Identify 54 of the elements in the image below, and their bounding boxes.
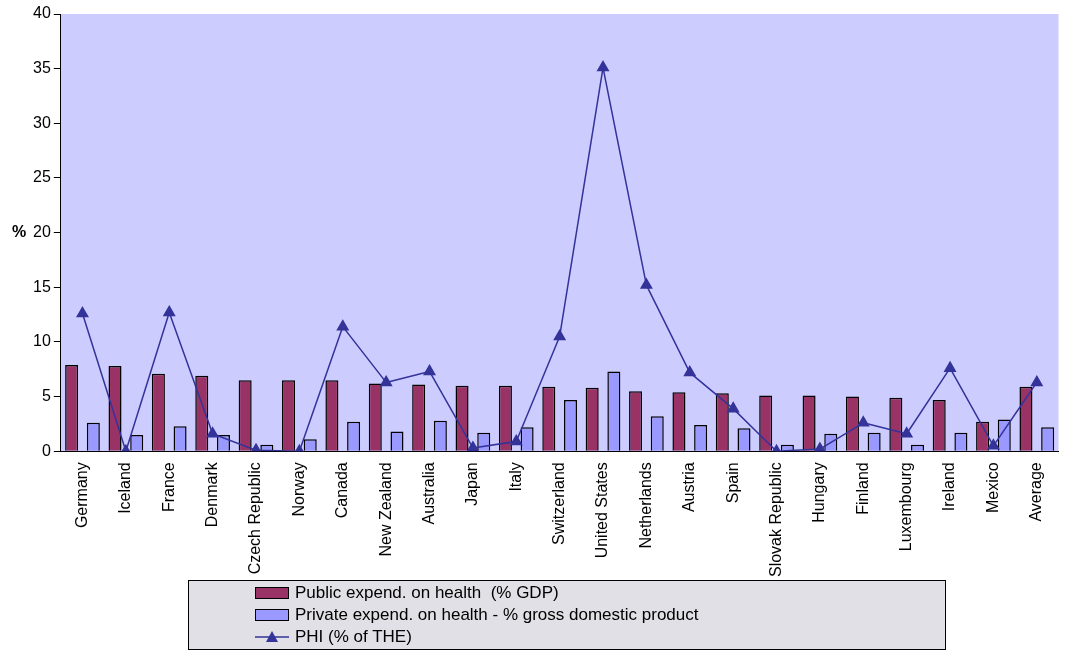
point: [900, 427, 913, 438]
y-tick-label: 0: [41, 441, 51, 459]
y-tick-label: 40: [33, 4, 51, 22]
x-tick-label: Iceland: [116, 462, 134, 514]
y-tick-label: 15: [33, 277, 51, 295]
point: [380, 375, 393, 387]
x-tick-label: Canada: [333, 462, 351, 519]
x-tick-label: Japan: [463, 462, 481, 506]
point: [640, 278, 653, 289]
x-tick-label: Slovak Republic: [766, 462, 784, 578]
x-tick-label: Czech Republic: [246, 462, 264, 575]
point: [336, 319, 349, 331]
y-tick-label: 35: [33, 59, 51, 77]
point: [423, 364, 436, 376]
x-tick-label: Germany: [72, 462, 90, 529]
point: [553, 329, 566, 341]
point: [510, 434, 523, 446]
x-tick-label: France: [159, 462, 177, 513]
y-tick-label: 25: [33, 168, 51, 186]
x-tick-label: Italy: [506, 462, 524, 492]
point: [206, 427, 219, 438]
x-tick-label: Denmark: [203, 461, 221, 528]
x-tick-label: Ireland: [940, 462, 958, 512]
legend-label: PHI (% of THE): [295, 627, 412, 647]
point: [76, 306, 89, 318]
x-tick-label: Spain: [723, 462, 741, 504]
point: [987, 439, 1000, 450]
y-tick-label: 5: [41, 387, 51, 405]
x-tick-label: Australia: [419, 462, 437, 525]
x-tick-label: Netherlands: [636, 462, 654, 549]
x-tick-label: Switzerland: [550, 462, 568, 545]
x-tick-label: Luxembourg: [897, 462, 915, 552]
point: [466, 441, 479, 452]
point: [1030, 375, 1043, 387]
legend-label: Private expend. on health - % gross domestic product: [295, 605, 699, 625]
x-tick-label: New Zealand: [376, 462, 394, 557]
x-tick-label: United States: [593, 462, 611, 559]
x-tick-label: Finland: [853, 462, 871, 515]
x-tick-label: Hungary: [810, 462, 828, 523]
x-tick-label: Norway: [289, 462, 307, 517]
y-tick-label: 30: [33, 113, 51, 131]
point: [163, 305, 176, 317]
point: [857, 416, 870, 427]
y-tick-label: 20: [33, 223, 51, 241]
x-tick-label: Average: [1027, 462, 1045, 522]
point: [597, 60, 609, 72]
point: [944, 361, 956, 372]
legend-label: Public expend. on health (% GDP): [295, 583, 559, 603]
x-tick-label: Mexico: [983, 462, 1001, 513]
y-axis-title: %: [12, 223, 27, 241]
x-tick-label: Austria: [680, 462, 698, 513]
point: [683, 365, 696, 377]
point: [727, 401, 740, 413]
y-tick-label: 10: [33, 332, 51, 350]
